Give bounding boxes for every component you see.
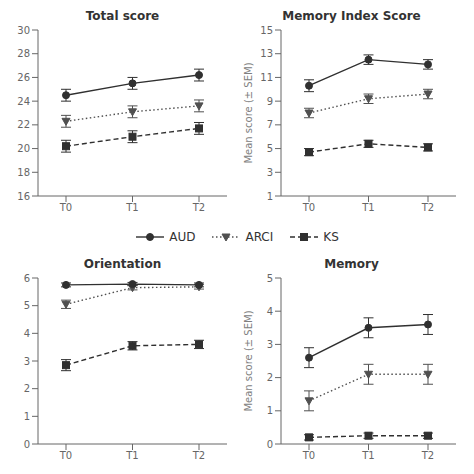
svg-text:0: 0 bbox=[267, 439, 273, 450]
svg-text:T0: T0 bbox=[302, 450, 315, 461]
html-text:Total score: Total score bbox=[85, 9, 160, 23]
svg-text:0: 0 bbox=[24, 439, 30, 450]
html-text:KS: KS bbox=[323, 230, 339, 244]
svg-text:24: 24 bbox=[17, 96, 30, 107]
html-text:Memory: Memory bbox=[324, 257, 379, 271]
svg-text:T0: T0 bbox=[59, 450, 72, 461]
svg-text:T2: T2 bbox=[192, 450, 205, 461]
svg-text:11: 11 bbox=[260, 72, 273, 83]
svg-text:9: 9 bbox=[267, 96, 273, 107]
svg-text:4: 4 bbox=[24, 328, 30, 339]
svg-text:30: 30 bbox=[17, 25, 30, 36]
svg-text:2: 2 bbox=[24, 383, 30, 394]
svg-text:T1: T1 bbox=[361, 202, 374, 213]
svg-text:5: 5 bbox=[267, 273, 273, 284]
html-text:Memory Index Score: Memory Index Score bbox=[282, 9, 421, 23]
svg-text:3: 3 bbox=[267, 167, 273, 178]
svg-text:Mean score (± SEM): Mean score (± SEM) bbox=[243, 62, 254, 163]
svg-text:7: 7 bbox=[267, 119, 273, 130]
html-text:ARCI: ARCI bbox=[245, 230, 274, 244]
svg-text:T1: T1 bbox=[125, 202, 138, 213]
svg-text:16: 16 bbox=[17, 191, 30, 202]
svg-text:T2: T2 bbox=[192, 202, 205, 213]
svg-text:6: 6 bbox=[24, 273, 30, 284]
svg-text:5: 5 bbox=[267, 143, 273, 154]
svg-text:1: 1 bbox=[267, 191, 273, 202]
svg-text:28: 28 bbox=[17, 48, 30, 59]
svg-text:T1: T1 bbox=[361, 450, 374, 461]
html-text:Orientation: Orientation bbox=[83, 257, 162, 271]
svg-text:1: 1 bbox=[267, 405, 273, 416]
svg-text:5: 5 bbox=[24, 300, 30, 311]
svg-text:Mean score (± SEM): Mean score (± SEM) bbox=[243, 310, 254, 411]
svg-text:T0: T0 bbox=[302, 202, 315, 213]
svg-text:T0: T0 bbox=[59, 202, 72, 213]
svg-text:15: 15 bbox=[260, 25, 273, 36]
svg-text:2: 2 bbox=[267, 372, 273, 383]
svg-text:3: 3 bbox=[24, 356, 30, 367]
svg-text:1: 1 bbox=[24, 411, 30, 422]
svg-text:18: 18 bbox=[17, 167, 30, 178]
svg-text:22: 22 bbox=[17, 119, 30, 130]
svg-text:20: 20 bbox=[17, 143, 30, 154]
svg-text:4: 4 bbox=[267, 306, 273, 317]
svg-text:13: 13 bbox=[260, 48, 273, 59]
svg-text:3: 3 bbox=[267, 339, 273, 350]
svg-text:T2: T2 bbox=[421, 202, 434, 213]
svg-text:T1: T1 bbox=[125, 450, 138, 461]
svg-text:26: 26 bbox=[17, 72, 30, 83]
html-text:AUD: AUD bbox=[169, 230, 196, 244]
svg-text:T2: T2 bbox=[421, 450, 434, 461]
